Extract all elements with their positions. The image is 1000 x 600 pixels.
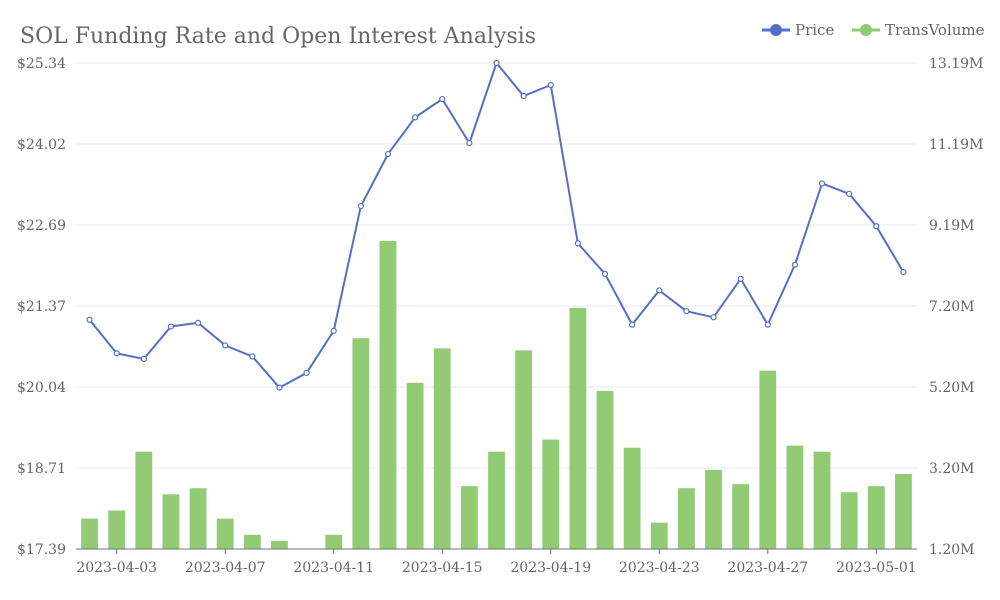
price-point[interactable] — [222, 342, 229, 349]
bar-transvolume[interactable] — [542, 439, 560, 549]
y-left-tick-label: $24.02 — [17, 137, 66, 153]
x-tick-label: 2023-04-15 — [402, 560, 483, 576]
x-tick-label: 2023-04-03 — [76, 560, 157, 576]
price-point[interactable] — [466, 139, 473, 147]
bar-transvolume[interactable] — [81, 518, 98, 549]
price-point[interactable] — [384, 150, 392, 158]
bar-transvolume[interactable] — [216, 518, 234, 549]
bar-transvolume[interactable] — [243, 534, 261, 549]
price-point[interactable] — [249, 353, 256, 360]
x-tick-label: 2023-05-01 — [836, 560, 917, 576]
y-left-tick-label: $22.69 — [17, 218, 66, 234]
price-line — [86, 59, 907, 391]
y-axis-right-labels: 1.20M 3.20M 5.20M 7.20M 9.19M 11.19M 13.19M — [929, 56, 983, 558]
bar-transvolume[interactable] — [515, 350, 533, 549]
legend-transvolume-label: TransVolume — [885, 21, 985, 39]
x-tick-label: 2023-04-19 — [510, 560, 591, 576]
price-point[interactable] — [167, 323, 175, 330]
price-point[interactable] — [439, 95, 446, 103]
price-point[interactable] — [86, 316, 93, 323]
bar-transvolume[interactable] — [623, 447, 641, 549]
y-right-tick-label: 1.20M — [929, 542, 975, 558]
bar-transvolume[interactable] — [569, 307, 587, 549]
price-point[interactable] — [493, 59, 500, 67]
price-point[interactable] — [737, 275, 744, 282]
price-point[interactable] — [574, 240, 581, 247]
bar-transvolume[interactable] — [406, 382, 424, 549]
price-point[interactable] — [818, 180, 826, 187]
legend-item-price[interactable]: Price — [762, 21, 834, 39]
bar-transvolume[interactable] — [840, 492, 858, 549]
axes — [76, 548, 917, 554]
price-point[interactable] — [900, 268, 907, 276]
price-point[interactable] — [683, 308, 690, 315]
price-point[interactable] — [710, 314, 717, 321]
bar-transvolume[interactable] — [813, 451, 831, 549]
bar-transvolume[interactable] — [895, 474, 912, 549]
price-point[interactable] — [873, 223, 880, 230]
bar-transvolume[interactable] — [650, 522, 668, 549]
price-point[interactable] — [140, 355, 147, 362]
bar-transvolume[interactable] — [189, 488, 207, 549]
x-axis-labels: 2023-04-03 2023-04-07 2023-04-11 2023-04-15… — [76, 560, 916, 576]
price-point[interactable] — [547, 81, 554, 89]
bar-transvolume[interactable] — [135, 451, 153, 549]
y-right-tick-label: 11.19M — [929, 137, 983, 153]
bar-transvolume[interactable] — [325, 534, 343, 549]
bar-transvolume[interactable] — [379, 240, 397, 549]
price-point[interactable] — [846, 190, 853, 197]
x-tick-label: 2023-04-27 — [727, 560, 808, 576]
bar-transvolume[interactable] — [867, 486, 885, 549]
bar-transvolume[interactable] — [460, 486, 478, 549]
bar-transvolume[interactable] — [271, 540, 288, 549]
y-left-tick-label: $17.39 — [17, 542, 66, 558]
price-point[interactable] — [194, 319, 202, 326]
bar-transvolume[interactable] — [488, 451, 505, 549]
bar-transvolume[interactable] — [705, 469, 722, 549]
transvolume-bars — [81, 240, 912, 549]
price-point[interactable] — [330, 327, 337, 334]
chart-title: SOL Funding Rate and Open Interest Analy… — [20, 24, 536, 49]
price-point[interactable] — [791, 261, 799, 268]
price-point[interactable] — [764, 321, 771, 328]
y-left-tick-label: $21.37 — [17, 299, 66, 315]
bar-transvolume[interactable] — [108, 510, 126, 549]
bar-transvolume[interactable] — [759, 370, 777, 549]
legend-price-circle-icon — [770, 24, 782, 36]
bar-transvolume[interactable] — [786, 445, 804, 549]
y-left-tick-label: $18.71 — [17, 461, 66, 477]
x-tick-label: 2023-04-07 — [185, 560, 266, 576]
price-point[interactable] — [656, 287, 663, 294]
legend-item-transvolume[interactable]: TransVolume — [852, 21, 985, 39]
bar-transvolume[interactable] — [433, 348, 451, 549]
y-right-tick-label: 3.20M — [929, 461, 975, 477]
x-tick-label: 2023-04-23 — [619, 560, 700, 576]
price-point[interactable] — [113, 350, 120, 357]
price-point[interactable] — [412, 114, 419, 121]
y-left-tick-label: $20.04 — [17, 380, 66, 396]
legend[interactable]: Price TransVolume — [762, 21, 985, 39]
y-right-tick-label: 5.20M — [929, 380, 975, 396]
price-point[interactable] — [601, 270, 609, 278]
grid — [76, 62, 917, 469]
price-point[interactable] — [303, 369, 310, 377]
y-right-tick-label: 9.19M — [929, 218, 975, 234]
bar-transvolume[interactable] — [732, 484, 750, 549]
y-left-tick-label: $25.34 — [17, 56, 66, 72]
price-point[interactable] — [629, 321, 636, 328]
bar-transvolume[interactable] — [162, 494, 180, 549]
y-axis-left-labels: $17.39 $18.71 $20.04 $21.37 $22.69 $24.02 $25.… — [17, 56, 66, 558]
price-point[interactable] — [520, 92, 527, 100]
legend-price-label: Price — [795, 21, 834, 39]
y-right-tick-label: 7.20M — [929, 299, 975, 315]
price-point[interactable] — [276, 384, 283, 391]
x-tick-label: 2023-04-11 — [293, 560, 374, 576]
price-point[interactable] — [357, 202, 364, 210]
bar-transvolume[interactable] — [677, 488, 695, 549]
legend-transvolume-circle-icon — [860, 24, 872, 36]
bar-transvolume[interactable] — [596, 390, 614, 549]
bar-transvolume[interactable] — [352, 338, 370, 549]
y-right-tick-label: 13.19M — [929, 56, 983, 72]
